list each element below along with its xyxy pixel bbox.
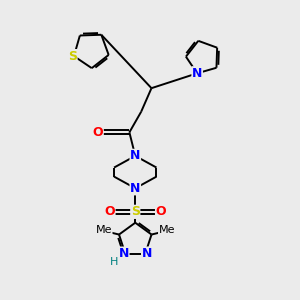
Text: N: N — [130, 182, 140, 195]
Text: H: H — [110, 256, 118, 267]
Text: S: S — [68, 50, 77, 63]
Text: O: O — [156, 205, 166, 218]
Text: S: S — [131, 205, 140, 218]
Text: Me: Me — [95, 225, 112, 235]
Text: N: N — [130, 149, 140, 162]
Text: O: O — [104, 205, 115, 218]
Text: N: N — [192, 67, 202, 80]
Text: N: N — [142, 247, 152, 260]
Text: O: O — [93, 126, 103, 139]
Text: Me: Me — [159, 225, 175, 235]
Text: N: N — [118, 247, 129, 260]
